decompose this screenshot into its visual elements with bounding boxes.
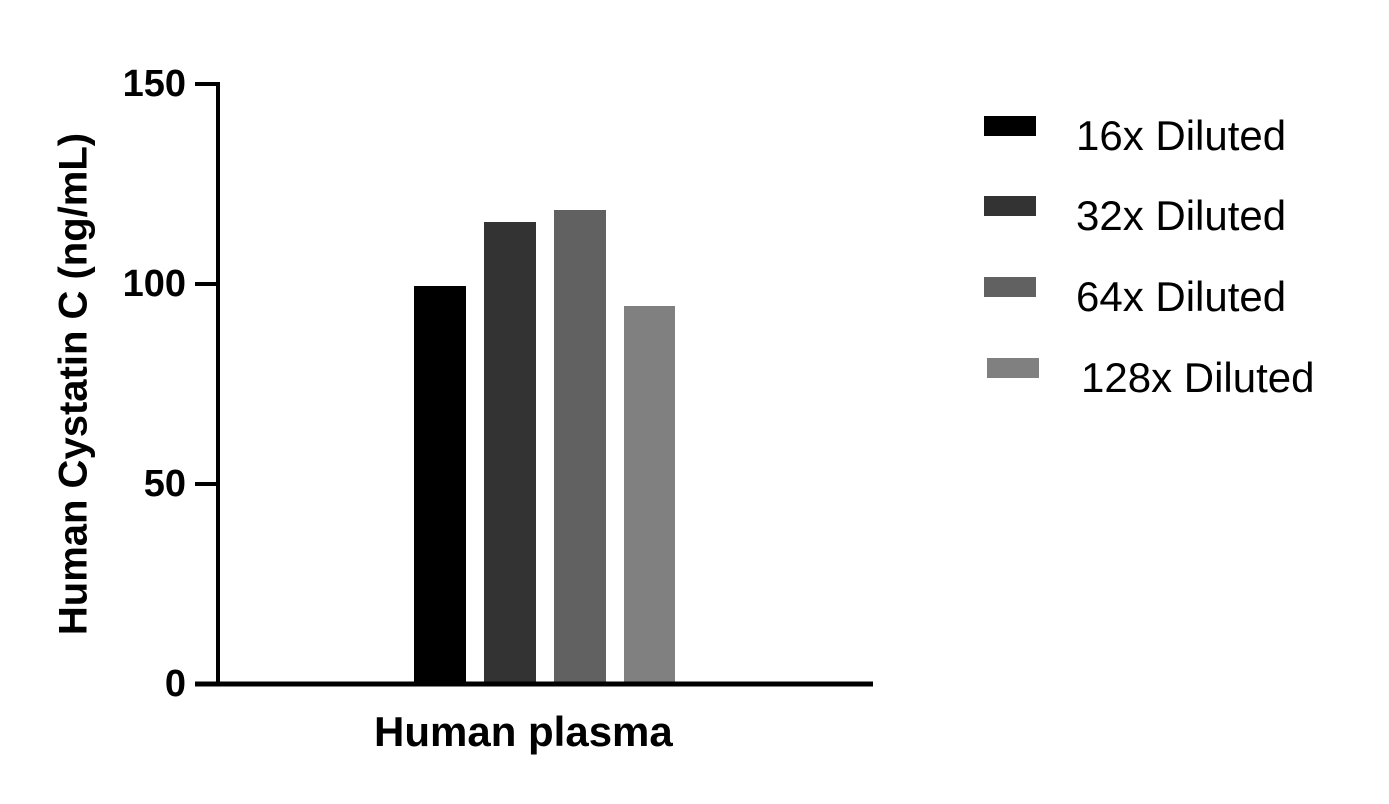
bar-16x-diluted bbox=[414, 286, 466, 684]
bar-128x-diluted bbox=[624, 306, 675, 684]
bar-32x-diluted bbox=[484, 222, 536, 684]
legend-label-32x: 32x Diluted bbox=[1076, 192, 1287, 239]
y-tick-0: 0 bbox=[164, 663, 186, 705]
legend-swatch-32x bbox=[984, 196, 1036, 216]
legend-swatch-128x bbox=[987, 358, 1039, 378]
legend-swatch-64x bbox=[984, 277, 1036, 297]
x-axis-category-label: Human plasma bbox=[374, 708, 673, 755]
bar-64x-diluted bbox=[554, 210, 606, 684]
legend-label-16x: 16x Diluted bbox=[1076, 112, 1287, 159]
y-tick-150: 150 bbox=[122, 63, 186, 105]
y-tick-100: 100 bbox=[122, 263, 186, 305]
legend-swatch-16x bbox=[984, 116, 1036, 136]
legend-label-64x: 64x Diluted bbox=[1076, 273, 1287, 320]
legend-label-128x: 128x Diluted bbox=[1081, 354, 1315, 401]
y-tick-50: 50 bbox=[143, 463, 186, 505]
